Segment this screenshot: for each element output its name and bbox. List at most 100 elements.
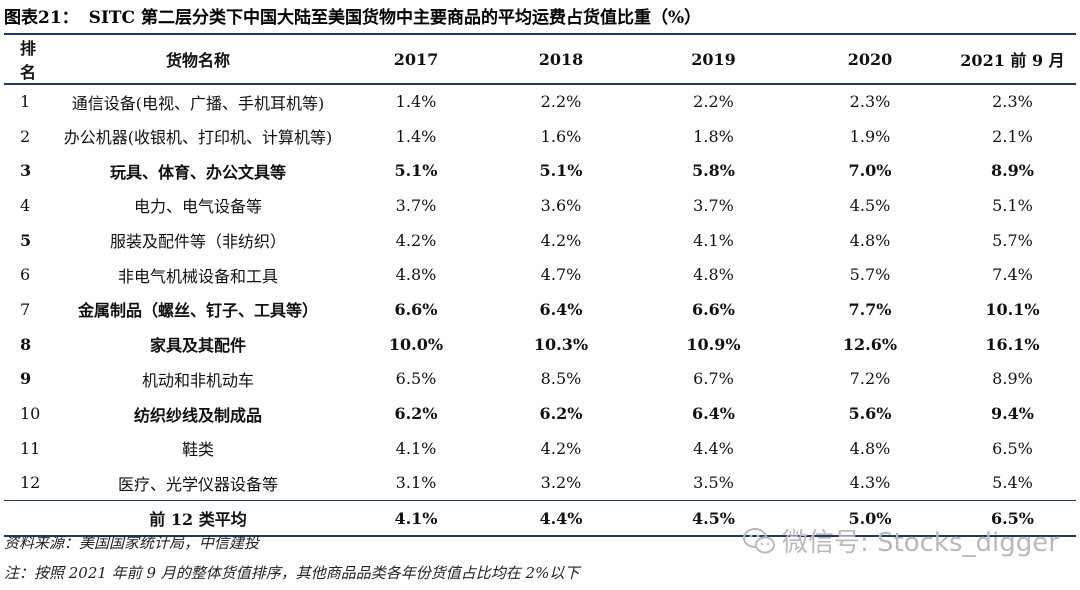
- name-cell: 家具及其配件: [149, 336, 246, 356]
- wechat-icon: [743, 527, 775, 553]
- value-cell-2021: 2.3%: [992, 92, 1033, 112]
- value-cell-2019: 4.8%: [693, 265, 734, 285]
- value-cell-2019: 5.8%: [691, 161, 736, 181]
- value-cell-2017: 3.1%: [395, 473, 437, 493]
- name-cell: 玩具、体育、办公文具等: [109, 162, 286, 182]
- value-cell-2020: 2.3%: [849, 92, 891, 112]
- value-cell-2019: 6.6%: [691, 299, 736, 319]
- header-name: 货物名称: [50, 33, 346, 85]
- rank-cell: [4, 499, 50, 538]
- header-2017: 2017: [346, 33, 486, 85]
- value-cell-2017: 3.7%: [395, 195, 437, 215]
- table-header-row: 排名 货物名称 2017 2018 2019 2020 2021 前 9 月: [4, 33, 1076, 85]
- figure-title-text: SITC 第二层分类下中国大陆至美国货物中主要商品的平均运费占货值比重（%）: [88, 8, 702, 28]
- value-cell-2021: 7.4%: [992, 265, 1033, 285]
- value-cell-2021: 2.1%: [992, 126, 1033, 146]
- rank-cell: 3: [20, 161, 32, 181]
- freight-ratio-table: 排名 货物名称 2017 2018 2019 2020 2021 前 9 月 1…: [4, 33, 1076, 538]
- value-cell-2018: 10.3%: [533, 334, 589, 354]
- value-cell-2019: 3.5%: [693, 473, 734, 493]
- table-row: 4 电力、电气设备等 3.7% 3.6% 3.7% 4.5% 5.1%: [4, 188, 1076, 223]
- source-note: 资料来源：美国国家统计局，中信建投: [4, 534, 260, 552]
- value-cell-2017: 6.2%: [394, 404, 438, 424]
- value-cell-2021: 9.4%: [990, 404, 1035, 424]
- value-cell-2021: 8.9%: [992, 369, 1033, 389]
- rank-cell: 4: [20, 195, 31, 215]
- value-cell-2019: 4.1%: [693, 230, 734, 250]
- figure-title: 图表21： SITC 第二层分类下中国大陆至美国货物中主要商品的平均运费占货值比重…: [4, 4, 701, 32]
- rank-cell: 8: [20, 334, 32, 354]
- average-row: 前 12 类平均 4.1% 4.4% 4.5% 5.0% 6.5%: [4, 499, 1076, 538]
- name-cell: 电力、电气设备等: [133, 197, 262, 217]
- name-cell: 金属制品（螺丝、钉子、工具等）: [77, 301, 318, 321]
- rank-cell: 5: [20, 230, 32, 250]
- value-cell-2017: 4.8%: [395, 265, 437, 285]
- value-cell-2020: 4.3%: [849, 473, 891, 493]
- value-cell-2021: 5.7%: [992, 230, 1033, 250]
- average-2017: 4.1%: [346, 499, 486, 538]
- value-cell-2020: 4.5%: [849, 195, 891, 215]
- average-2020: 5.0%: [791, 499, 949, 538]
- rank-cell: 6: [20, 265, 31, 285]
- watermark-text: 微信号: Stocks_digger: [782, 528, 1059, 558]
- table-row: 7 金属制品（螺丝、钉子、工具等） 6.6% 6.4% 6.6% 7.7% 10…: [4, 292, 1076, 327]
- rank-cell: 2: [20, 126, 31, 146]
- value-cell-2018: 3.6%: [540, 195, 582, 215]
- value-cell-2021: 5.4%: [992, 473, 1033, 493]
- value-cell-2017: 1.4%: [395, 126, 437, 146]
- table-row: 6 非电气机械设备和工具 4.8% 4.7% 4.8% 5.7% 7.4%: [4, 257, 1076, 292]
- average-2019: 4.5%: [636, 499, 791, 538]
- value-cell-2021: 6.5%: [992, 438, 1033, 458]
- name-cell: 通信设备(电视、广播、手机耳机等): [71, 93, 325, 113]
- value-cell-2019: 6.7%: [693, 369, 734, 389]
- header-rank: 排名: [4, 33, 50, 85]
- table-row: 5 服装及配件等（非纺织） 4.2% 4.2% 4.1% 4.8% 5.7%: [4, 223, 1076, 258]
- name-cell: 办公机器(收银机、打印机、计算机等): [63, 128, 333, 148]
- name-cell: 医疗、光学仪器设备等: [117, 474, 278, 494]
- value-cell-2017: 1.4%: [395, 92, 437, 112]
- table-row: 11 鞋类 4.1% 4.2% 4.4% 4.8% 6.5%: [4, 431, 1076, 466]
- value-cell-2018: 3.2%: [540, 473, 582, 493]
- rank-cell: 7: [20, 299, 31, 319]
- value-cell-2021: 10.1%: [985, 299, 1040, 319]
- table-row: 8 家具及其配件 10.0% 10.3% 10.9% 12.6% 16.1%: [4, 327, 1076, 362]
- rank-cell: 10: [20, 404, 41, 424]
- value-cell-2018: 4.2%: [540, 230, 582, 250]
- value-cell-2018: 6.4%: [539, 299, 583, 319]
- value-cell-2017: 10.0%: [388, 334, 444, 354]
- value-cell-2020: 7.0%: [848, 161, 892, 181]
- header-2021: 2021 前 9 月: [949, 33, 1076, 85]
- value-cell-2020: 7.2%: [849, 369, 891, 389]
- value-cell-2019: 6.4%: [691, 404, 736, 424]
- value-cell-2018: 1.6%: [540, 126, 582, 146]
- value-cell-2017: 6.6%: [394, 299, 438, 319]
- figure-label: 图表21：: [4, 8, 79, 28]
- average-2018: 4.4%: [486, 499, 636, 538]
- value-cell-2018: 6.2%: [539, 404, 583, 424]
- value-cell-2019: 1.8%: [693, 126, 734, 146]
- value-cell-2017: 4.1%: [395, 438, 437, 458]
- rank-cell: 12: [20, 473, 41, 493]
- value-cell-2021: 5.1%: [992, 195, 1033, 215]
- footnote: 注：按照 2021 年前 9 月的整体货值排序，其他商品品类各年份货值占比均在 …: [4, 564, 580, 582]
- value-cell-2020: 5.7%: [849, 265, 891, 285]
- value-cell-2021: 16.1%: [985, 334, 1040, 354]
- value-cell-2019: 2.2%: [693, 92, 734, 112]
- average-2021: 6.5%: [949, 499, 1076, 538]
- average-label: 前 12 类平均: [50, 499, 346, 538]
- value-cell-2020: 4.8%: [849, 230, 891, 250]
- value-cell-2020: 1.9%: [849, 126, 891, 146]
- header-2020: 2020: [791, 33, 949, 85]
- rank-cell: 1: [20, 92, 31, 112]
- value-cell-2020: 12.6%: [842, 334, 898, 354]
- value-cell-2018: 4.7%: [540, 265, 582, 285]
- header-2018: 2018: [486, 33, 636, 85]
- value-cell-2020: 7.7%: [848, 299, 892, 319]
- table-row: 10 纺织纱线及制成品 6.2% 6.2% 6.4% 5.6% 9.4%: [4, 396, 1076, 431]
- value-cell-2021: 8.9%: [990, 161, 1035, 181]
- header-2019: 2019: [636, 33, 791, 85]
- name-cell: 纺织纱线及制成品: [133, 405, 262, 425]
- value-cell-2018: 5.1%: [539, 161, 583, 181]
- value-cell-2020: 4.8%: [849, 438, 891, 458]
- table-row: 1 通信设备(电视、广播、手机耳机等) 1.4% 2.2% 2.2% 2.3% …: [4, 84, 1076, 119]
